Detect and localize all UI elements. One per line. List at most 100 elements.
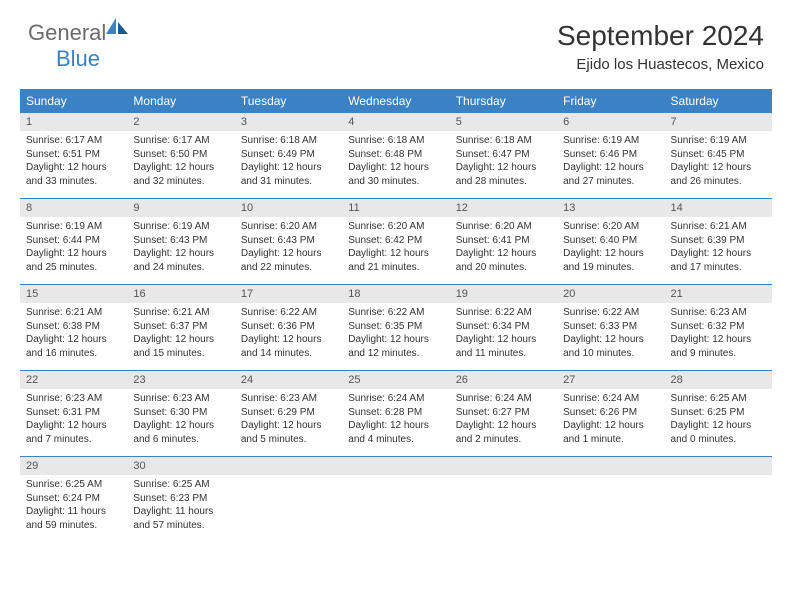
day-number: 22 (20, 371, 127, 390)
daylight-text-1: Daylight: 12 hours (133, 419, 228, 433)
sunset-text: Sunset: 6:31 PM (26, 406, 121, 420)
day-number: 3 (235, 113, 342, 131)
day-number (557, 457, 664, 476)
day-cell: Sunrise: 6:25 AMSunset: 6:24 PMDaylight:… (20, 475, 127, 542)
day-cell: Sunrise: 6:17 AMSunset: 6:51 PMDaylight:… (20, 131, 127, 199)
day-cell: Sunrise: 6:20 AMSunset: 6:42 PMDaylight:… (342, 217, 449, 285)
day-cell: Sunrise: 6:20 AMSunset: 6:43 PMDaylight:… (235, 217, 342, 285)
day-cell: Sunrise: 6:19 AMSunset: 6:44 PMDaylight:… (20, 217, 127, 285)
day-content-row: Sunrise: 6:25 AMSunset: 6:24 PMDaylight:… (20, 475, 772, 542)
logo: General Blue (28, 20, 128, 72)
daylight-text-1: Daylight: 12 hours (26, 247, 121, 261)
daylight-text-1: Daylight: 12 hours (456, 333, 551, 347)
sunset-text: Sunset: 6:44 PM (26, 234, 121, 248)
sunrise-text: Sunrise: 6:17 AM (26, 134, 121, 148)
day-cell: Sunrise: 6:18 AMSunset: 6:48 PMDaylight:… (342, 131, 449, 199)
day-cell (557, 475, 664, 542)
col-tuesday: Tuesday (235, 89, 342, 113)
daylight-text-1: Daylight: 12 hours (348, 247, 443, 261)
daylight-text-2: and 31 minutes. (241, 175, 336, 189)
day-cell: Sunrise: 6:22 AMSunset: 6:36 PMDaylight:… (235, 303, 342, 371)
day-cell: Sunrise: 6:19 AMSunset: 6:46 PMDaylight:… (557, 131, 664, 199)
daylight-text-2: and 19 minutes. (563, 261, 658, 275)
sunset-text: Sunset: 6:27 PM (456, 406, 551, 420)
daylight-text-2: and 4 minutes. (348, 433, 443, 447)
sunrise-text: Sunrise: 6:25 AM (133, 478, 228, 492)
day-cell (450, 475, 557, 542)
daylight-text-1: Daylight: 12 hours (241, 161, 336, 175)
day-cell: Sunrise: 6:23 AMSunset: 6:31 PMDaylight:… (20, 389, 127, 457)
sunrise-text: Sunrise: 6:25 AM (26, 478, 121, 492)
sunrise-text: Sunrise: 6:18 AM (456, 134, 551, 148)
daylight-text-1: Daylight: 12 hours (671, 333, 766, 347)
col-thursday: Thursday (450, 89, 557, 113)
daylight-text-2: and 57 minutes. (133, 519, 228, 533)
sunset-text: Sunset: 6:49 PM (241, 148, 336, 162)
day-number: 19 (450, 285, 557, 304)
daylight-text-1: Daylight: 12 hours (348, 333, 443, 347)
day-number: 7 (665, 113, 772, 131)
daylight-text-1: Daylight: 11 hours (26, 505, 121, 519)
day-number: 28 (665, 371, 772, 390)
day-number: 16 (127, 285, 234, 304)
daylight-text-2: and 32 minutes. (133, 175, 228, 189)
day-number: 26 (450, 371, 557, 390)
sunrise-text: Sunrise: 6:21 AM (26, 306, 121, 320)
logo-text: General Blue (28, 20, 128, 72)
daylight-text-2: and 22 minutes. (241, 261, 336, 275)
day-cell: Sunrise: 6:25 AMSunset: 6:23 PMDaylight:… (127, 475, 234, 542)
calendar-table: Sunday Monday Tuesday Wednesday Thursday… (20, 89, 772, 542)
sunset-text: Sunset: 6:24 PM (26, 492, 121, 506)
sunset-text: Sunset: 6:26 PM (563, 406, 658, 420)
day-number: 14 (665, 199, 772, 218)
daylight-text-2: and 17 minutes. (671, 261, 766, 275)
day-cell: Sunrise: 6:19 AMSunset: 6:43 PMDaylight:… (127, 217, 234, 285)
daylight-text-1: Daylight: 12 hours (563, 161, 658, 175)
location: Ejido los Huastecos, Mexico (557, 56, 764, 73)
day-cell: Sunrise: 6:20 AMSunset: 6:41 PMDaylight:… (450, 217, 557, 285)
day-num-row: 15161718192021 (20, 285, 772, 304)
day-content-row: Sunrise: 6:21 AMSunset: 6:38 PMDaylight:… (20, 303, 772, 371)
daylight-text-1: Daylight: 12 hours (26, 333, 121, 347)
daylight-text-2: and 16 minutes. (26, 347, 121, 361)
day-number (450, 457, 557, 476)
day-cell: Sunrise: 6:18 AMSunset: 6:49 PMDaylight:… (235, 131, 342, 199)
daylight-text-2: and 1 minute. (563, 433, 658, 447)
sunrise-text: Sunrise: 6:22 AM (241, 306, 336, 320)
day-number: 18 (342, 285, 449, 304)
sunset-text: Sunset: 6:50 PM (133, 148, 228, 162)
day-content-row: Sunrise: 6:17 AMSunset: 6:51 PMDaylight:… (20, 131, 772, 199)
col-saturday: Saturday (665, 89, 772, 113)
sunset-text: Sunset: 6:30 PM (133, 406, 228, 420)
logo-sub: Blue (28, 46, 100, 71)
day-content-row: Sunrise: 6:19 AMSunset: 6:44 PMDaylight:… (20, 217, 772, 285)
daylight-text-1: Daylight: 12 hours (348, 419, 443, 433)
day-number: 21 (665, 285, 772, 304)
sunrise-text: Sunrise: 6:21 AM (671, 220, 766, 234)
day-number: 27 (557, 371, 664, 390)
daylight-text-2: and 6 minutes. (133, 433, 228, 447)
sunrise-text: Sunrise: 6:19 AM (26, 220, 121, 234)
day-number: 4 (342, 113, 449, 131)
day-num-row: 2930 (20, 457, 772, 476)
day-number: 9 (127, 199, 234, 218)
sunrise-text: Sunrise: 6:25 AM (671, 392, 766, 406)
daylight-text-1: Daylight: 12 hours (241, 333, 336, 347)
day-number: 12 (450, 199, 557, 218)
sunrise-text: Sunrise: 6:18 AM (348, 134, 443, 148)
day-cell: Sunrise: 6:22 AMSunset: 6:34 PMDaylight:… (450, 303, 557, 371)
sunrise-text: Sunrise: 6:24 AM (348, 392, 443, 406)
sunrise-text: Sunrise: 6:22 AM (348, 306, 443, 320)
day-number: 29 (20, 457, 127, 476)
sunrise-text: Sunrise: 6:24 AM (563, 392, 658, 406)
day-cell: Sunrise: 6:25 AMSunset: 6:25 PMDaylight:… (665, 389, 772, 457)
daylight-text-2: and 26 minutes. (671, 175, 766, 189)
day-cell: Sunrise: 6:24 AMSunset: 6:27 PMDaylight:… (450, 389, 557, 457)
title-block: September 2024 Ejido los Huastecos, Mexi… (557, 20, 764, 73)
day-number: 6 (557, 113, 664, 131)
sunrise-text: Sunrise: 6:20 AM (241, 220, 336, 234)
day-cell: Sunrise: 6:17 AMSunset: 6:50 PMDaylight:… (127, 131, 234, 199)
daylight-text-1: Daylight: 12 hours (456, 419, 551, 433)
daylight-text-1: Daylight: 12 hours (671, 247, 766, 261)
daylight-text-1: Daylight: 12 hours (26, 419, 121, 433)
